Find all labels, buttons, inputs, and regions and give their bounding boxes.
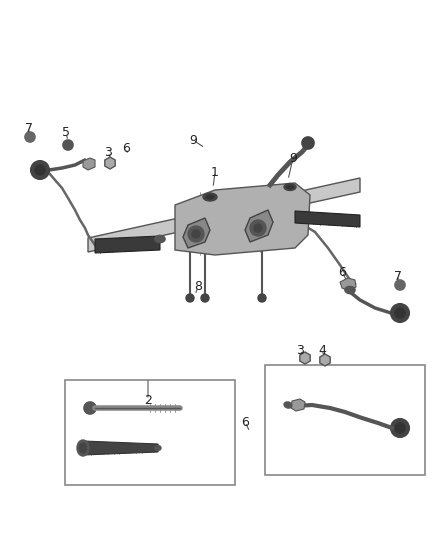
Text: 4: 4 [318,343,326,357]
Circle shape [395,280,405,290]
Text: 2: 2 [144,393,152,407]
Polygon shape [340,278,356,291]
Circle shape [258,294,266,302]
Ellipse shape [345,287,355,294]
Ellipse shape [80,443,86,453]
Circle shape [84,402,96,414]
Text: 6: 6 [338,265,346,279]
Circle shape [254,224,262,232]
Polygon shape [95,236,160,253]
Text: 9: 9 [189,133,197,147]
Text: 7: 7 [394,270,402,282]
Text: 3: 3 [296,343,304,357]
Text: 6: 6 [122,141,130,155]
Polygon shape [245,210,273,242]
Polygon shape [183,218,210,248]
Polygon shape [320,354,330,366]
Circle shape [188,226,204,242]
Polygon shape [88,178,360,252]
Circle shape [391,304,409,322]
Text: 8: 8 [194,280,202,294]
Polygon shape [291,399,305,411]
Circle shape [201,294,209,302]
Bar [65,380,235,485]
Circle shape [250,220,266,236]
Ellipse shape [284,183,296,190]
Circle shape [186,294,194,302]
Ellipse shape [286,185,293,189]
Text: 7: 7 [25,122,33,134]
Polygon shape [105,157,115,169]
Circle shape [395,308,405,318]
Text: 6: 6 [241,416,249,429]
Bar [265,365,425,475]
Circle shape [302,137,314,149]
Ellipse shape [203,193,217,201]
Text: 9: 9 [289,151,297,165]
Ellipse shape [206,195,214,199]
Polygon shape [83,158,95,170]
Circle shape [31,161,49,179]
Ellipse shape [155,446,161,450]
Ellipse shape [155,236,165,243]
Circle shape [35,165,45,175]
Circle shape [192,230,200,238]
Circle shape [391,419,409,437]
Text: 5: 5 [62,126,70,140]
Polygon shape [175,183,310,255]
Polygon shape [300,352,310,364]
Ellipse shape [284,402,292,408]
Circle shape [25,132,35,142]
Text: 1: 1 [211,166,219,179]
Polygon shape [295,211,360,227]
Ellipse shape [77,440,89,456]
Circle shape [395,423,405,433]
Text: 3: 3 [104,146,112,158]
Polygon shape [83,441,158,455]
Circle shape [63,140,73,150]
